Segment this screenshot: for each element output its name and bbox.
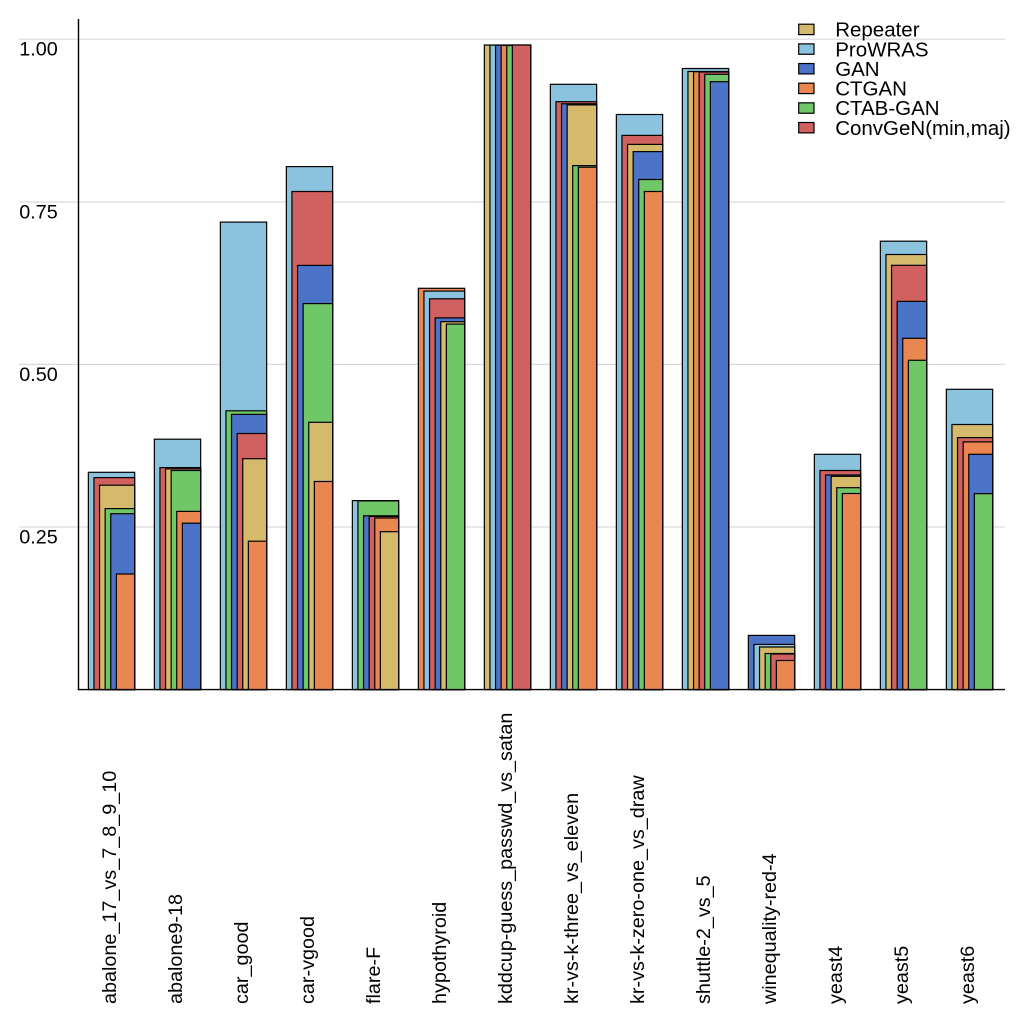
- svg-text:CTGAN: CTGAN: [835, 78, 907, 101]
- svg-text:0.25: 0.25: [19, 527, 58, 549]
- svg-text:0.75: 0.75: [19, 202, 58, 224]
- svg-text:abalone_17_vs_7_8_9_10: abalone_17_vs_7_8_9_10: [99, 771, 121, 1004]
- svg-text:ConvGeN(min,maj): ConvGeN(min,maj): [835, 117, 1010, 140]
- svg-text:0.50: 0.50: [19, 364, 58, 386]
- svg-text:kr-vs-k-three_vs_eleven: kr-vs-k-three_vs_eleven: [561, 793, 583, 1004]
- svg-text:GAN: GAN: [835, 58, 879, 81]
- svg-text:yeast6: yeast6: [957, 946, 979, 1004]
- svg-text:1.00: 1.00: [19, 39, 58, 61]
- svg-text:yeast4: yeast4: [825, 946, 847, 1004]
- svg-text:car-vgood: car-vgood: [297, 916, 319, 1004]
- svg-text:kddcup-guess_passwd_vs_satan: kddcup-guess_passwd_vs_satan: [495, 713, 517, 1004]
- svg-text:ProWRAS: ProWRAS: [835, 38, 928, 61]
- svg-text:kr-vs-k-zero-one_vs_draw: kr-vs-k-zero-one_vs_draw: [627, 775, 649, 1004]
- svg-text:abalone9-18: abalone9-18: [165, 894, 187, 1004]
- svg-text:car_good: car_good: [231, 922, 253, 1005]
- svg-text:shuttle-2_vs_5: shuttle-2_vs_5: [693, 875, 715, 1004]
- svg-text:yeast5: yeast5: [891, 946, 913, 1004]
- svg-text:flare-F: flare-F: [363, 947, 385, 1004]
- svg-text:winequality-red-4: winequality-red-4: [759, 853, 781, 1005]
- svg-text:CTAB-GAN: CTAB-GAN: [835, 97, 939, 120]
- svg-text:Repeater: Repeater: [835, 19, 920, 42]
- svg-text:hypothyroid: hypothyroid: [429, 902, 451, 1004]
